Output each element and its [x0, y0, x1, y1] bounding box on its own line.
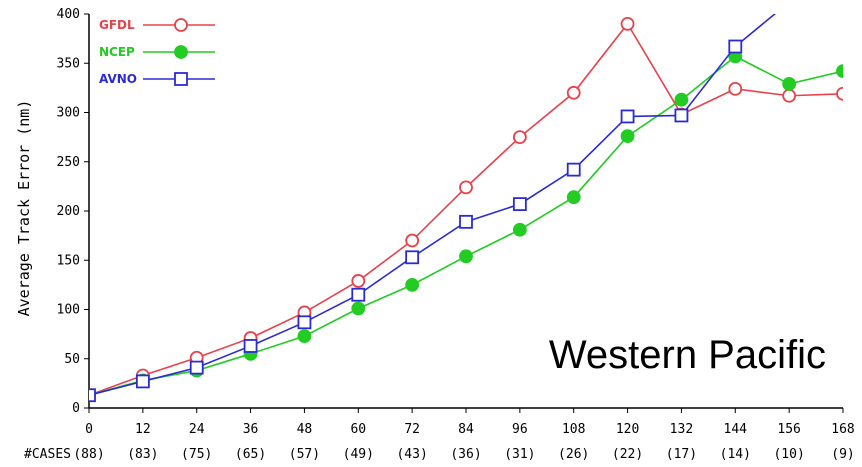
- y-tick-label: 100: [57, 303, 80, 318]
- case-count-label: (10): [773, 447, 804, 462]
- legend-item-ncep: NCEP: [99, 45, 215, 59]
- x-tick-label: 24: [189, 422, 205, 437]
- x-tick-label: 48: [297, 422, 313, 437]
- data-point-ncep: [405, 277, 420, 292]
- x-tick-label: 108: [562, 422, 585, 437]
- case-count-label: (31): [504, 447, 535, 462]
- y-tick-label: 0: [72, 401, 80, 416]
- legend-label-ncep: NCEP: [99, 45, 135, 59]
- x-tick-label: 96: [512, 422, 528, 437]
- data-point-ncep: [836, 64, 843, 79]
- y-tick-label: 250: [57, 155, 80, 170]
- data-point-avno: [243, 339, 258, 353]
- data-point-avno: [728, 39, 743, 54]
- series-layer: [89, 0, 843, 403]
- x-tick-label: 144: [724, 422, 748, 437]
- case-count-label: (65): [235, 447, 266, 462]
- x-tick-label: 84: [458, 422, 474, 437]
- x-tick-label: 120: [616, 422, 639, 437]
- case-count-label: (36): [450, 447, 481, 462]
- data-point-avno: [783, 0, 795, 8]
- legend-marker-avno: [174, 72, 188, 86]
- x-tick-label: 132: [670, 422, 693, 437]
- x-tick-label: 12: [135, 422, 151, 437]
- case-count-label: (9): [831, 447, 854, 462]
- data-point-ncep: [512, 222, 527, 237]
- y-tick-label: 50: [64, 352, 80, 367]
- data-point-ncep: [351, 301, 366, 316]
- data-point-avno: [459, 214, 473, 229]
- x-tick-label: 0: [85, 422, 93, 437]
- data-point-gfdl: [566, 85, 581, 100]
- data-point-avno: [89, 388, 96, 403]
- legend-marker-gfdl: [174, 18, 188, 32]
- x-tick-label: 168: [831, 422, 854, 437]
- case-count-label: (22): [612, 447, 643, 462]
- data-point-gfdl: [836, 86, 843, 101]
- case-count-label: (14): [720, 447, 751, 462]
- legend: GFDL NCEP AVNO: [99, 18, 215, 86]
- data-point-gfdl: [782, 88, 797, 103]
- legend-item-gfdl: GFDL: [99, 18, 215, 32]
- x-tick-label: 72: [404, 422, 420, 437]
- data-point-gfdl: [351, 274, 366, 288]
- data-point-ncep: [674, 92, 689, 107]
- y-tick-label: 150: [57, 253, 80, 268]
- case-count-label: (75): [181, 447, 212, 462]
- y-tick-label: 350: [57, 56, 80, 71]
- case-count-label: (43): [396, 447, 427, 462]
- legend-marker-ncep: [174, 45, 188, 59]
- case-count-label: (26): [558, 447, 589, 462]
- data-point-ncep: [297, 329, 312, 343]
- y-axis-label: Average Track Error (nm): [15, 100, 33, 317]
- case-count-label: (57): [289, 447, 320, 462]
- region-annotation: Western Pacific: [549, 333, 826, 377]
- case-count-label: (88): [73, 447, 104, 462]
- data-point-avno: [674, 108, 689, 123]
- data-point-ncep: [782, 77, 797, 91]
- cases-label: #CASES: [24, 447, 71, 462]
- case-count-label: (49): [343, 447, 374, 462]
- data-point-gfdl: [405, 233, 420, 248]
- data-point-avno: [566, 162, 581, 177]
- data-point-avno: [351, 287, 366, 302]
- legend-label-avno: AVNO: [99, 72, 137, 86]
- y-tick-label: 200: [57, 204, 80, 219]
- data-point-gfdl: [620, 16, 635, 31]
- y-tick-label: 300: [57, 106, 80, 121]
- data-point-gfdl: [512, 130, 527, 145]
- data-point-ncep: [566, 190, 581, 205]
- legend-label-gfdl: GFDL: [99, 18, 135, 32]
- data-point-avno: [512, 197, 527, 212]
- data-point-ncep: [459, 249, 473, 264]
- case-count-label: (17): [666, 447, 697, 462]
- case-count-label: (83): [127, 447, 158, 462]
- data-point-gfdl: [459, 180, 473, 195]
- data-point-avno: [620, 109, 635, 124]
- data-point-avno: [135, 374, 150, 389]
- x-tick-label: 60: [350, 422, 366, 437]
- legend-item-avno: AVNO: [99, 72, 215, 86]
- axes: 0 50 100 150 200 250 300 350 400 0 (88) 12 (83) 24 (75…: [24, 7, 855, 462]
- series-avno: [89, 0, 795, 403]
- x-tick-label: 36: [243, 422, 259, 437]
- data-point-gfdl: [728, 81, 743, 96]
- y-tick-label: 400: [57, 7, 80, 22]
- x-tick-label: 156: [777, 422, 800, 437]
- series-line-avno: [89, 14, 777, 396]
- data-point-avno: [189, 360, 204, 375]
- data-point-avno: [297, 315, 312, 330]
- data-point-ncep: [620, 129, 635, 144]
- data-point-avno: [405, 250, 420, 265]
